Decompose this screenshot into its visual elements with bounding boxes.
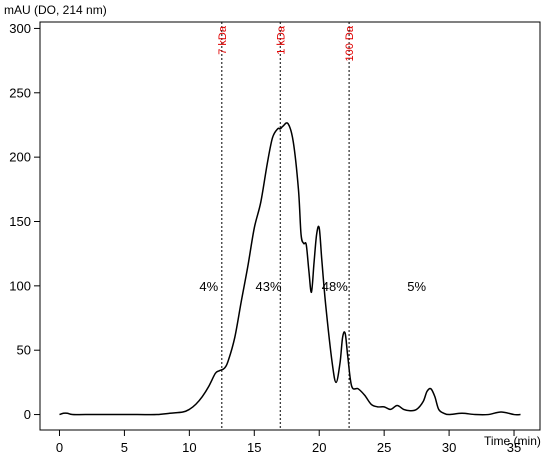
y-tick-label: 100: [9, 278, 31, 293]
plot-frame: [39, 21, 541, 431]
y-tick-label: 0: [24, 407, 31, 422]
fraction-label: 5%: [407, 279, 426, 294]
x-tick-label: 35: [507, 440, 521, 455]
x-axis-title: Time (min): [484, 434, 541, 448]
y-tick-label: 150: [9, 214, 31, 229]
y-tick-label: 50: [17, 343, 31, 358]
marker-label: 100 Da: [344, 25, 356, 61]
y-tick-label: 300: [9, 21, 31, 36]
x-tick-label: 0: [56, 440, 63, 455]
y-tick-label: 200: [9, 150, 31, 165]
x-tick-label: 10: [182, 440, 196, 455]
x-tick-label: 20: [312, 440, 326, 455]
fraction-label: 43%: [256, 279, 282, 294]
x-tick-label: 30: [442, 440, 456, 455]
marker-label: 7 kDa: [217, 25, 229, 55]
x-tick-label: 5: [121, 440, 128, 455]
fraction-label: 48%: [322, 279, 348, 294]
x-tick-label: 25: [377, 440, 391, 455]
y-axis-title: mAU (DO, 214 nm): [4, 3, 107, 17]
marker-label: 1 kDa: [275, 25, 287, 55]
x-tick-label: 15: [247, 440, 261, 455]
chromatogram-line: [59, 122, 521, 416]
fraction-label: 4%: [199, 279, 218, 294]
y-tick-label: 250: [9, 85, 31, 100]
